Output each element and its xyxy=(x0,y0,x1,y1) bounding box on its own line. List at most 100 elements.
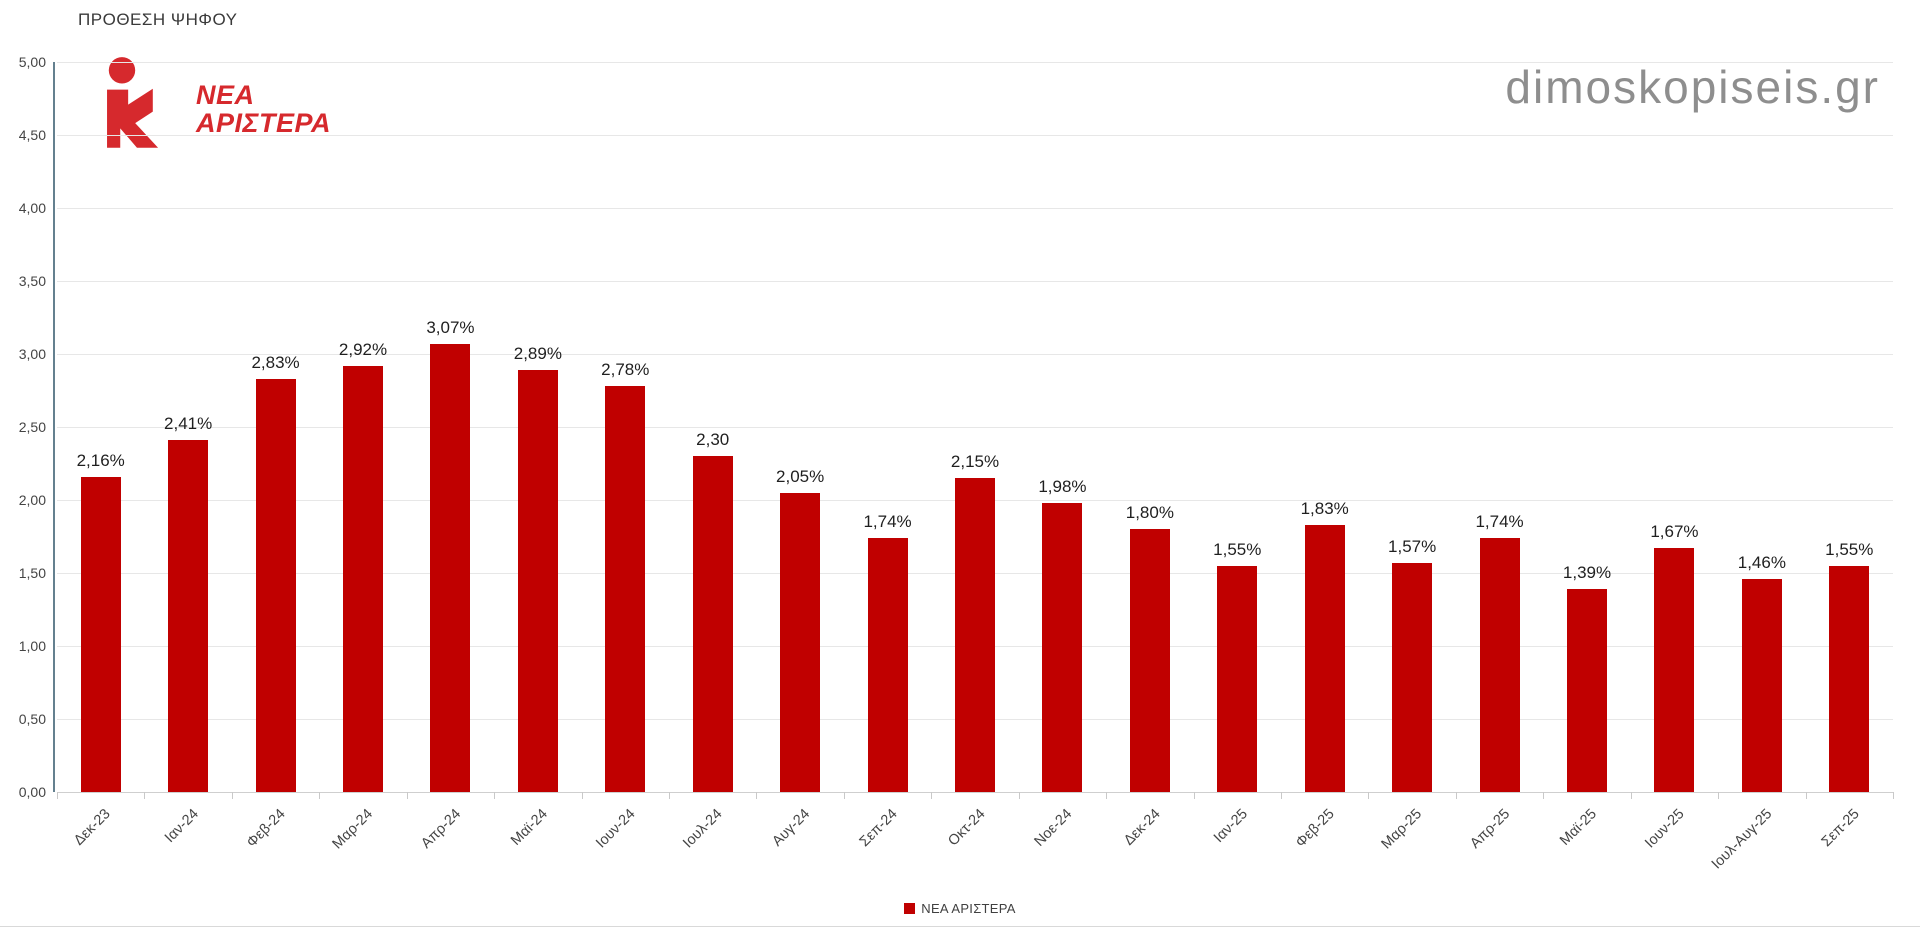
x-axis-label: Σεπ-25 xyxy=(1818,806,1863,851)
bar xyxy=(780,492,821,792)
bar-value-label: 1,55% xyxy=(1825,539,1874,559)
chart-title: ΠΡΟΘΕΣΗ ΨΗΦΟΥ xyxy=(78,10,238,29)
x-axis-label: Ιουν-24 xyxy=(593,806,639,852)
bar-value-label: 1,55% xyxy=(1213,539,1262,559)
bar-value-label: 2,16% xyxy=(76,450,125,470)
y-axis-label: 0,50 xyxy=(18,711,46,727)
x-axis-tick xyxy=(756,792,758,799)
x-axis-label: Μαρ-25 xyxy=(1379,806,1426,853)
x-axis-label: Δεκ-23 xyxy=(71,806,115,849)
gridline xyxy=(57,792,1893,793)
x-axis-tick xyxy=(843,792,845,799)
x-axis-tick xyxy=(1805,792,1807,799)
bar xyxy=(168,440,209,792)
gridline xyxy=(57,208,1893,209)
y-axis-label: 4,50 xyxy=(18,127,46,143)
gridline xyxy=(57,135,1893,136)
watermark-dimoskopiseis: dimoskopiseis.gr xyxy=(1505,61,1880,113)
x-axis-label: Αυγ-24 xyxy=(769,806,814,850)
bar-value-label: 1,83% xyxy=(1300,498,1349,518)
bar-value-label: 2,92% xyxy=(338,339,388,359)
x-axis-label: Ιουλ-Αυγ-25 xyxy=(1708,806,1776,873)
y-axis-label: 1,50 xyxy=(18,565,46,581)
bar-value-label: 1,67% xyxy=(1650,522,1699,542)
nea-aristera-logo: ΝΕΑ ΑΡΙΣΤΕΡΑ xyxy=(100,56,400,166)
gridline xyxy=(57,281,1893,282)
x-axis-tick xyxy=(57,792,58,799)
bar xyxy=(1217,565,1258,792)
legend-label: ΝΕΑ ΑΡΙΣΤΕΡΑ xyxy=(921,901,1016,916)
y-axis-label: 4,00 xyxy=(18,200,46,216)
x-axis-label: Ιουν-25 xyxy=(1642,806,1688,852)
bar xyxy=(1567,589,1607,792)
bar xyxy=(867,537,908,792)
x-axis-tick xyxy=(669,792,670,799)
bar-value-label: 1,74% xyxy=(863,511,912,531)
bar-value-label: 2,41% xyxy=(164,414,213,434)
bar xyxy=(80,476,121,792)
y-axis-label: 2,50 xyxy=(18,419,46,435)
bar xyxy=(1741,578,1782,792)
x-axis-tick xyxy=(931,792,933,799)
x-axis-tick xyxy=(1368,792,1370,799)
x-axis-tick xyxy=(581,792,583,799)
x-axis-tick xyxy=(1018,792,1020,799)
logo-text-line2: ΑΡΙΣΤΕΡΑ xyxy=(196,107,331,138)
x-axis-label: Μαϊ-25 xyxy=(1557,806,1601,849)
y-axis-line xyxy=(53,62,55,792)
logo-text-line1: ΝΕΑ xyxy=(196,80,255,110)
x-axis-tick xyxy=(231,792,233,799)
nea-aristera-logo-text: ΝΕΑ ΑΡΙΣΤΕΡΑ xyxy=(196,80,331,138)
x-axis-label: Ιαν-25 xyxy=(1210,806,1251,847)
x-axis-tick xyxy=(1193,792,1195,799)
bar-value-label: 2,05% xyxy=(776,466,825,486)
bar xyxy=(255,378,296,792)
bar xyxy=(1129,529,1170,792)
x-axis-tick xyxy=(1630,792,1632,799)
x-axis-label: Μαρ-24 xyxy=(329,806,377,853)
bar xyxy=(1479,537,1520,792)
x-axis-tick xyxy=(1718,792,1720,799)
bar xyxy=(1654,548,1695,792)
bar-value-label: 3,07% xyxy=(426,317,475,337)
bar xyxy=(1304,524,1345,792)
y-axis-label: 3,00 xyxy=(18,346,46,362)
gridline xyxy=(57,427,1893,428)
x-axis-label: Μαϊ-24 xyxy=(508,806,552,849)
bar-value-label: 1,39% xyxy=(1562,563,1612,583)
y-axis-label: 5,00 xyxy=(18,54,46,70)
x-axis-tick xyxy=(406,792,408,799)
bar-value-label: 1,98% xyxy=(1038,476,1087,496)
bar-value-label: 2,30 xyxy=(696,430,730,450)
bar-value-label: 2,78% xyxy=(601,360,650,380)
x-axis-label: Ιαν-24 xyxy=(161,806,202,847)
legend-swatch-icon xyxy=(904,903,916,914)
bar-value-label: 2,83% xyxy=(251,352,300,372)
x-axis-tick xyxy=(144,792,146,799)
bar xyxy=(955,478,995,792)
bottom-divider xyxy=(0,926,1920,927)
x-axis-tick xyxy=(1455,792,1457,799)
bar xyxy=(605,386,646,792)
x-axis-label: Οκτ-24 xyxy=(945,806,989,850)
y-axis-label: 2,00 xyxy=(18,492,46,508)
y-axis-label: 1,00 xyxy=(18,638,46,654)
bar xyxy=(692,456,733,792)
x-axis-label: Δεκ-24 xyxy=(1120,806,1164,849)
bar-value-label: 1,74% xyxy=(1475,511,1524,531)
bar xyxy=(1042,502,1083,792)
bar xyxy=(1392,562,1433,792)
bar xyxy=(517,370,558,792)
x-axis-label: Ιουλ-24 xyxy=(680,806,727,852)
legend: ΝΕΑ ΑΡΙΣΤΕΡΑ xyxy=(0,901,1920,916)
gridline xyxy=(57,354,1893,355)
bar-value-label: 2,89% xyxy=(513,344,562,364)
bar xyxy=(1829,565,1870,792)
x-axis-label: Σεπ-24 xyxy=(856,806,901,851)
x-axis-label: Απρ-24 xyxy=(417,806,464,852)
x-axis-tick xyxy=(494,792,496,799)
x-axis-tick xyxy=(1543,792,1545,799)
x-axis-label: Νοε-24 xyxy=(1031,806,1076,850)
nea-aristera-logo-mark xyxy=(107,57,159,148)
